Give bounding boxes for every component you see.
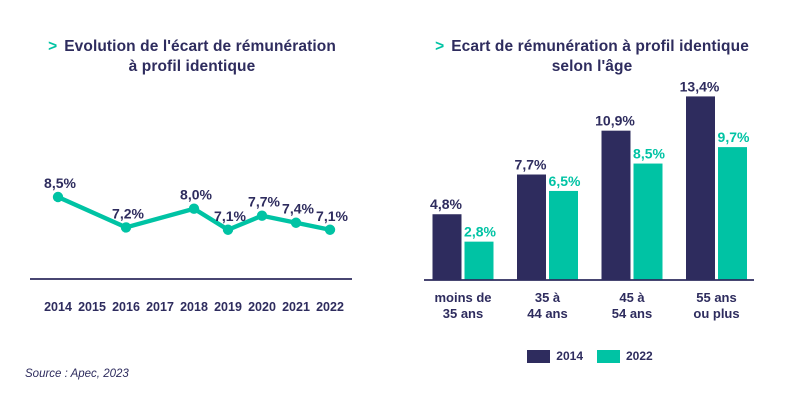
- line-point: [120, 222, 132, 233]
- line-point: [222, 224, 234, 235]
- legend-swatch-2014: [527, 349, 551, 363]
- x-axis-tick-label: 2020: [248, 300, 276, 314]
- x-axis-tick-label: 2016: [112, 300, 140, 314]
- line-point: [256, 210, 268, 221]
- bar-2014: [432, 214, 462, 280]
- line-value-label: 8,0%: [180, 187, 212, 203]
- x-axis-tick-label: 2022: [316, 300, 344, 314]
- bar-value-label-2022: 8,5%: [633, 146, 665, 162]
- category-label-line1: 35 à: [535, 290, 561, 305]
- bar-2022: [633, 163, 663, 280]
- line-chart-title-line2: à profil identique: [128, 57, 256, 75]
- bar-2014: [686, 96, 715, 280]
- line-chart: 8,5%7,2%8,0%7,1%7,7% 7,4% 7,1%2014 2015 2016…: [30, 175, 352, 314]
- line-value-label: 7,1%: [316, 208, 348, 224]
- bar-value-label-2014: 10,9%: [595, 113, 635, 129]
- legend-label-2022: 2022: [626, 349, 653, 363]
- line-value-label: 7,2%: [112, 205, 144, 221]
- bar-value-label-2022: 2,8%: [464, 224, 496, 240]
- bar-value-label-2014: 7,7%: [515, 157, 547, 173]
- chevron-icon: >: [435, 37, 445, 55]
- category-label-line2: 44 ans: [527, 306, 567, 321]
- bar-value-label-2022: 9,7%: [718, 129, 750, 145]
- bar-2022: [549, 190, 578, 280]
- bar-value-label-2022: 6,5%: [549, 173, 581, 189]
- line-point: [290, 217, 302, 228]
- bar-2014: [601, 130, 631, 280]
- bar-chart-title-line2: selon l'âge: [551, 57, 633, 75]
- legend-swatch-2022: [597, 349, 620, 363]
- x-axis-tick-label: 2014: [44, 300, 72, 314]
- line-value-label: 7,4%: [282, 201, 314, 217]
- category-label-line1: moins de: [434, 290, 491, 305]
- line-point: [324, 224, 336, 235]
- category-label-line2: 35 ans: [443, 306, 483, 321]
- line-chart-title-line1: Evolution de l'écart de rémunération: [64, 37, 336, 55]
- line-value-label: 7,1%: [214, 208, 246, 224]
- line-point: [52, 191, 64, 203]
- category-label-line1: 45 à: [619, 290, 645, 305]
- category-label-line1: 55 ans: [696, 290, 736, 305]
- category-label-line2: 54 ans: [612, 306, 652, 321]
- bar-2014: [517, 174, 546, 280]
- x-axis-tick-label: 2017: [146, 300, 174, 314]
- x-axis-tick-label: 2018: [180, 300, 208, 314]
- legend-item-2022: 2022: [597, 349, 653, 363]
- bar-2022: [718, 147, 747, 280]
- line-value-label: 8,5%: [44, 175, 76, 191]
- line-chart-title: > Evolution de l'écart de rémunération à p…: [0, 37, 384, 77]
- line-value-label: 7,7%: [248, 194, 280, 210]
- bar-value-label-2014: 13,4%: [680, 78, 720, 94]
- legend-item-2014: 2014: [527, 349, 583, 363]
- category-label-line2: ou plus: [693, 306, 739, 321]
- x-axis-tick-label: 2021: [282, 300, 310, 314]
- legend-label-2014: 2014: [556, 349, 583, 363]
- bar-value-label-2014: 4,8%: [430, 196, 462, 212]
- x-axis-tick-label: 2015: [78, 300, 106, 314]
- chevron-icon: >: [48, 37, 58, 55]
- bar-2022: [464, 241, 494, 280]
- bar-chart-legend: 2014 2022: [400, 349, 780, 363]
- x-axis-tick-label: 2019: [214, 300, 242, 314]
- line-point: [188, 203, 200, 214]
- source-note: Source : Apec, 2023: [25, 368, 129, 380]
- bar-chart-title: > Ecart de rémunération à profil identiqu…: [402, 37, 782, 77]
- bar-chart-title-line1: Ecart de rémunération à profil identique: [451, 37, 749, 55]
